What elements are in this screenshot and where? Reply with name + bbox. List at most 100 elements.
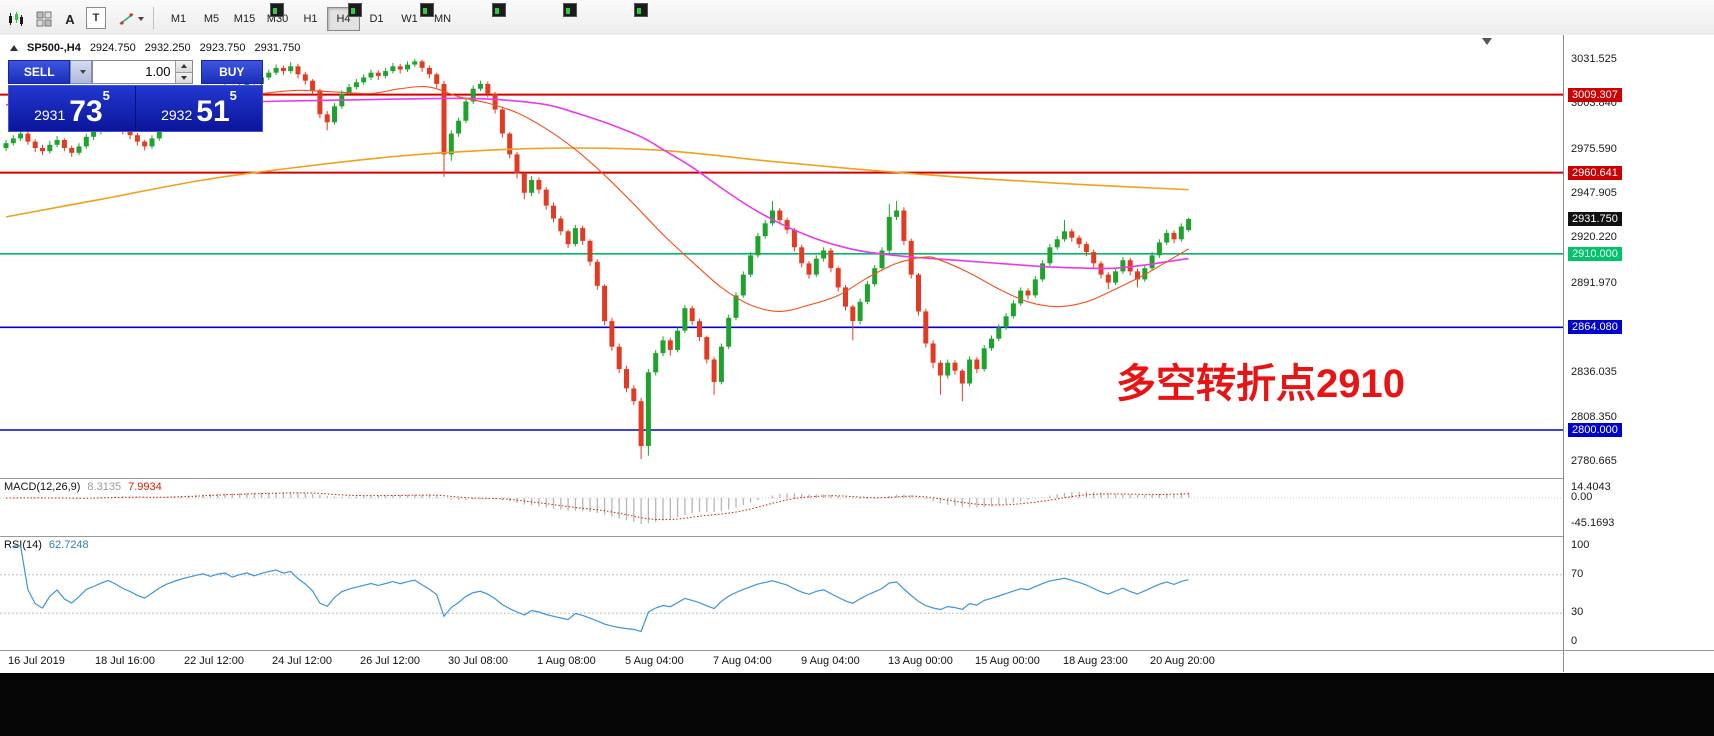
price-tick: 2808.350 (1571, 410, 1617, 423)
sell-button[interactable]: SELL (8, 60, 71, 84)
macd-scale-label: 0.00 (1571, 491, 1593, 503)
text-label-tool[interactable]: A (65, 11, 75, 27)
chart-template-icon[interactable] (634, 3, 648, 17)
rsi-name: RSI(14) (4, 539, 42, 551)
candlestick-chart-svg[interactable] (0, 35, 1563, 478)
symbol-arrow-icon (10, 45, 18, 51)
price-badge: 3009.307 (1568, 87, 1622, 102)
volume-increase-button[interactable] (175, 61, 192, 73)
timeframe-button-M1[interactable]: M1 (170, 13, 187, 25)
candlestick-glyph (9, 12, 23, 26)
trade-controls-row: SELL 1.00 BUY (8, 60, 264, 84)
chevron-down-icon (137, 17, 144, 21)
shapes-tool[interactable] (114, 7, 148, 31)
candlestick-chart-icon[interactable] (4, 7, 28, 31)
price-tick: 2920.220 (1571, 231, 1617, 244)
chart-text-annotation: 多空转折点2910 (1116, 362, 1405, 406)
time-axis-label: 24 Jul 12:00 (272, 655, 332, 667)
triangle-down-icon (180, 75, 187, 80)
price-badge: 2864.080 (1568, 320, 1622, 335)
symbol-period-label: SP500-,H4 (27, 42, 81, 54)
macd-signal-line (6, 492, 1189, 521)
bid-ask-panel: 2931 73 5 2932 51 5 (8, 85, 263, 132)
price-badge: 2910.000 (1568, 246, 1622, 261)
time-axis-label: 13 Aug 00:00 (888, 655, 953, 667)
main-chart[interactable]: SP500-,H4 2924.750 2932.250 2923.750 293… (0, 35, 1563, 478)
timeframe-button-M15[interactable]: M15 (233, 13, 256, 25)
ma-mid-magenta (5, 97, 1189, 270)
ask-price-big: 51 (196, 95, 230, 128)
price-tick: 2947.905 (1571, 187, 1617, 199)
volume-input[interactable]: 1.00 (92, 60, 193, 84)
ma-fast-red (224, 86, 1189, 312)
rsi-scale-label: 70 (1571, 567, 1584, 580)
chart-template-icon[interactable] (348, 3, 362, 17)
bottom-black-bar (0, 673, 1714, 736)
price-badge: 2931.750 (1568, 211, 1622, 226)
price-scale-column[interactable]: 3031.525 3003.840 2975.590 2947.905 2920.220… (1563, 35, 1714, 672)
chart-template-icon[interactable] (563, 3, 577, 17)
time-axis-label: 7 Aug 04:00 (713, 655, 772, 667)
indicator-grid-icon[interactable] (32, 7, 56, 31)
rsi-value: 62.7248 (48, 539, 89, 551)
ohlc-high: 2932.250 (144, 42, 191, 54)
chart-shift-marker-icon (1482, 38, 1492, 45)
timeframe-button-M5[interactable]: M5 (203, 13, 220, 25)
time-axis-label: 26 Jul 12:00 (360, 655, 420, 667)
time-axis-label: 18 Aug 23:00 (1063, 655, 1128, 667)
ask-price-button[interactable]: 2932 51 5 (136, 86, 262, 131)
price-badge: 2800.000 (1568, 423, 1622, 438)
price-tick: 2780.665 (1571, 455, 1617, 468)
chart-template-icon[interactable] (420, 3, 434, 17)
rsi-label: RSI(14) 62.7248 (4, 539, 89, 551)
rsi-line (13, 545, 1189, 633)
ask-price-main: 2932 (161, 107, 193, 123)
chart-template-icon[interactable] (492, 3, 506, 17)
ohlc-open: 2924.750 (89, 42, 136, 54)
toolbar-separator (153, 7, 154, 29)
macd-label: MACD(12,26,9) 8.3135 7.9934 (4, 481, 162, 493)
buy-button[interactable]: BUY (200, 60, 264, 84)
ohlc-low: 2923.750 (199, 42, 246, 54)
one-click-trading-widget: SELL 1.00 BUY 2931 73 5 (8, 60, 264, 132)
time-axis-label: 18 Jul 16:00 (95, 655, 155, 667)
timeframe-button-W1[interactable]: W1 (401, 13, 418, 25)
volume-value[interactable]: 1.00 (145, 64, 171, 79)
volume-decrease-button[interactable] (175, 72, 192, 83)
rsi-svg[interactable] (0, 537, 1563, 650)
bid-price-big: 73 (69, 95, 103, 128)
text-box-tool[interactable]: T (86, 7, 106, 29)
macd-scale-label: -45.1693 (1571, 516, 1615, 529)
time-axis-label: 16 Jul 2019 (8, 655, 65, 667)
ask-price-sup: 5 (229, 88, 237, 103)
panel-divider (0, 536, 1714, 537)
grid-glyph (36, 11, 52, 27)
ohlc-close: 2931.750 (254, 42, 301, 54)
timeframe-buttons: M1 M5 M15 M30 H1 H4 D1 W1 MN (162, 7, 459, 31)
price-tick: 2891.970 (1571, 276, 1617, 289)
toolbar: A T M1 M5 M15 M30 H1 H4 D1 W1 MN (0, 0, 1714, 36)
chart-template-icon[interactable] (270, 3, 284, 17)
main-chart-canvas[interactable] (0, 35, 1563, 483)
rsi-panel[interactable] (0, 537, 1563, 650)
price-badge: 2960.641 (1568, 165, 1622, 180)
macd-svg[interactable] (0, 479, 1563, 536)
time-axis-label: 20 Aug 20:00 (1150, 655, 1215, 667)
macd-value-main: 8.3135 (87, 481, 122, 493)
sell-options-dropdown[interactable] (70, 60, 92, 84)
macd-scale-label: 14.4043 (1571, 480, 1611, 493)
timeframe-button-MN[interactable]: MN (433, 13, 452, 25)
time-axis-label: 15 Aug 00:00 (975, 655, 1040, 667)
macd-panel[interactable] (0, 479, 1563, 536)
bid-price-button[interactable]: 2931 73 5 (9, 86, 136, 131)
price-tick: 2836.035 (1571, 366, 1617, 379)
chart-symbol-header: SP500-,H4 2924.750 2932.250 2923.750 293… (10, 42, 300, 54)
time-axis-label: 30 Jul 08:00 (448, 655, 508, 667)
volume-spinner (174, 61, 192, 83)
timeframe-button-H1[interactable]: H1 (303, 13, 318, 25)
time-axis[interactable]: 16 Jul 2019 18 Jul 16:00 22 Jul 12:00 24 Ju… (0, 651, 1563, 672)
triangle-up-icon (180, 64, 187, 69)
panel-divider (0, 478, 1714, 479)
timeframe-button-D1[interactable]: D1 (369, 13, 384, 25)
